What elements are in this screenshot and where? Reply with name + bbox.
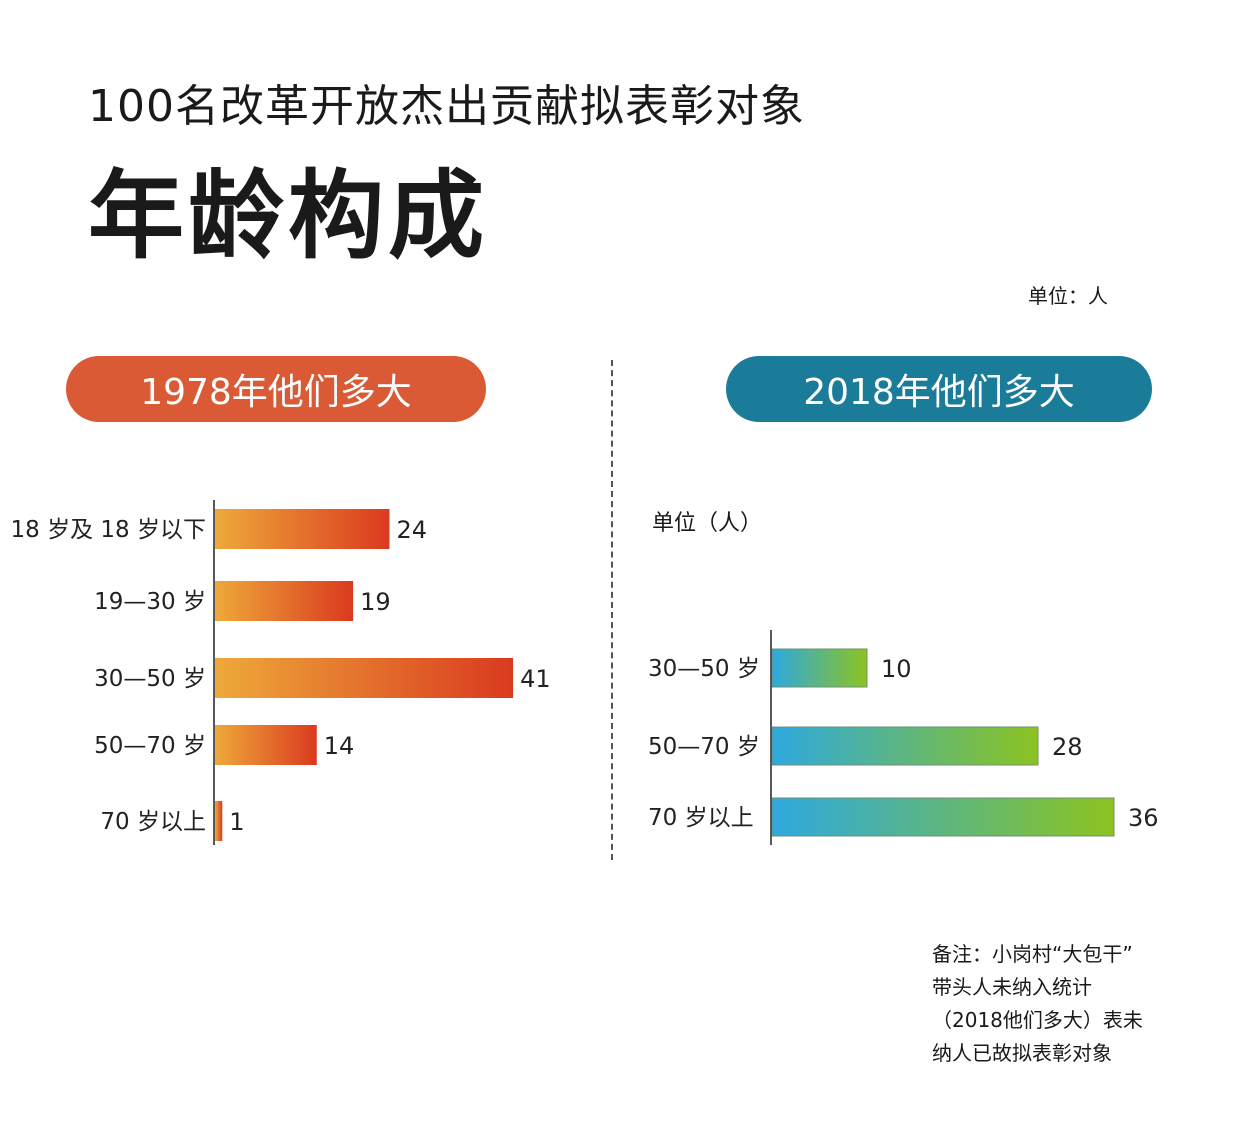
category-label: 50—70 岁 (648, 734, 760, 760)
category-label: 19—30 岁 (94, 589, 206, 615)
footnote-line: （2018他们多大）表未 (932, 1008, 1143, 1032)
panel-1978-header: 1978年他们多大 (66, 356, 486, 422)
value-label: 10 (881, 655, 912, 683)
value-label: 14 (324, 732, 355, 760)
footnote: 备注：小岗村“大包干” 带头人未纳入统计 （2018他们多大）表未 纳人已故拟表… (932, 938, 1143, 1070)
value-label: 24 (396, 516, 427, 544)
value-label: 28 (1052, 733, 1083, 761)
bar-2018-1 (771, 726, 1039, 766)
category-label: 70 岁以上 (648, 805, 754, 831)
footnote-line: 备注：小岗村“大包干” (932, 942, 1133, 966)
category-label: 70 岁以上 (100, 809, 206, 835)
unit-label: 单位：人 (1028, 284, 1108, 308)
bar-1978-1 (215, 581, 354, 621)
chart-title: 年龄构成 (88, 160, 488, 272)
category-label: 50—70 岁 (94, 733, 206, 759)
category-label: 30—50 岁 (648, 656, 760, 682)
value-label: 1 (229, 808, 244, 836)
panel-divider (611, 360, 613, 860)
bar-1978-0 (215, 509, 390, 549)
footnote-line: 纳人已故拟表彰对象 (932, 1041, 1112, 1065)
footnote-line: 带头人未纳入统计 (932, 975, 1092, 999)
chart-subtitle: 100名改革开放杰出贡献拟表彰对象 (88, 81, 805, 132)
bar-2018-0 (771, 648, 868, 688)
value-label: 41 (520, 665, 551, 693)
bar-1978-2 (215, 658, 514, 698)
value-label: 36 (1128, 804, 1159, 832)
category-label: 30—50 岁 (94, 666, 206, 692)
value-label: 19 (360, 588, 391, 616)
bar-1978-4 (215, 801, 223, 841)
bar-2018-2 (771, 797, 1115, 837)
category-label: 18 岁及 18 岁以下 (11, 517, 206, 543)
bar-1978-3 (215, 725, 317, 765)
panel-2018-header: 2018年他们多大 (726, 356, 1152, 422)
right-chart-unit-label: 单位（人） (652, 511, 762, 536)
